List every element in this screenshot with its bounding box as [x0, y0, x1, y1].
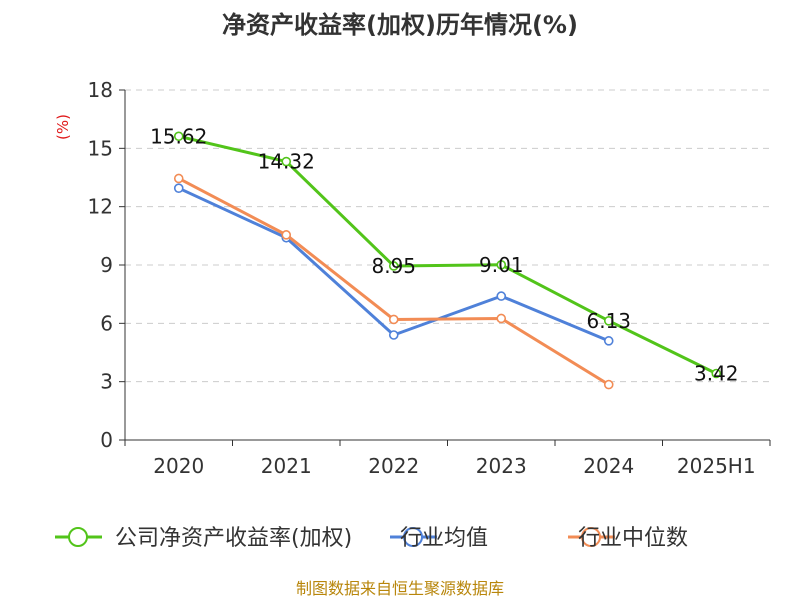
grid-lines [125, 89, 770, 383]
point-s0-2025H1 [711, 368, 722, 379]
data-labels: 15.62 14.32 8.95 9.01 6.13 3.42 [150, 124, 738, 385]
series-line-0 [178, 134, 717, 375]
point-s1-2024 [603, 336, 614, 346]
x-tick-label-2023: 2023 [476, 454, 527, 478]
data-label-2024: 6.13 [586, 309, 631, 333]
point-s2-2020 [173, 173, 184, 184]
y-tick-label-18: 18 [88, 78, 113, 102]
point-s0-2021 [281, 156, 292, 167]
legend-marker-1 [403, 527, 423, 547]
point-s1-2022 [388, 330, 399, 340]
point-s0-2022 [388, 261, 399, 271]
x-tick-label-2021: 2021 [261, 454, 312, 478]
axes: 0 3 6 9 12 15 18 2020 2021 2022 2023 2024 2025H1 [88, 78, 771, 478]
y-tick-label-9: 9 [100, 253, 113, 277]
legend-label-1: 行业均值 [400, 526, 488, 551]
chart-title: 净资产收益率(加权)历年情况(%) [222, 11, 578, 39]
point-s0-2024 [603, 316, 614, 326]
y-tick-label-3: 3 [100, 370, 113, 394]
data-label-2022: 8.95 [371, 254, 416, 278]
series-line-2 [178, 177, 610, 386]
legend-label-2: 行业中位数 [578, 526, 688, 551]
legend-marker-2 [581, 527, 601, 547]
x-tick-label-2022: 2022 [368, 454, 419, 478]
data-label-2023: 9.01 [479, 253, 524, 277]
legend-marker-0 [68, 527, 88, 547]
x-tick-label-2020: 2020 [153, 454, 204, 478]
data-label-2025H1: 3.42 [694, 362, 739, 386]
y-tick-label-12: 12 [88, 195, 113, 219]
point-s0-2023 [496, 260, 507, 270]
point-s2-2022 [388, 314, 399, 325]
legend-label-0: 公司净资产收益率(加权) [115, 526, 352, 551]
point-s2-2024 [603, 379, 614, 390]
x-tick-label-2024: 2024 [583, 454, 634, 478]
point-s1-2023 [496, 291, 507, 301]
y-axis-unit-label: (%) [54, 114, 72, 140]
y-tick-label-6: 6 [100, 311, 113, 335]
point-s2-2021 [281, 230, 292, 240]
data-label-2021: 14.32 [258, 150, 315, 174]
y-tick-label-0: 0 [100, 428, 113, 452]
y-tick-label-15: 15 [88, 136, 113, 160]
series-layer [173, 131, 722, 390]
point-s0-2020 [173, 131, 184, 142]
point-s2-2023 [496, 313, 507, 324]
x-tick-label-2025H1: 2025H1 [677, 454, 756, 478]
data-label-2020: 15.62 [150, 124, 207, 148]
source-footer: 制图数据来自恒生聚源数据库 [296, 579, 504, 598]
point-s1-2020 [173, 183, 184, 193]
legend: 公司净资产收益率(加权) 行业均值 行业中位数 [55, 526, 688, 551]
